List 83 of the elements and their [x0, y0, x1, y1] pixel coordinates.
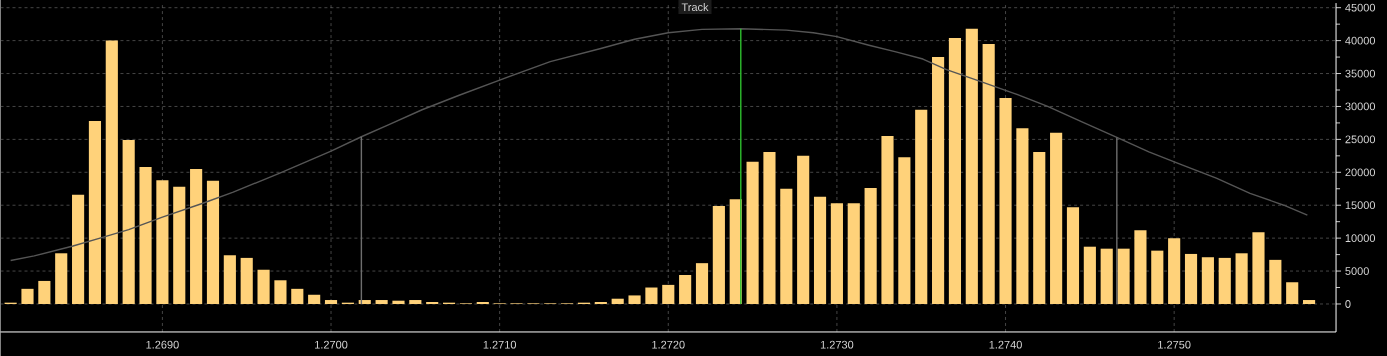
- bar: [915, 109, 928, 304]
- bar: [1252, 232, 1265, 304]
- y-tick-label: 0: [1345, 300, 1351, 308]
- bar: [797, 155, 810, 304]
- bar: [105, 40, 118, 304]
- x-tick-label: 1.2710: [483, 340, 517, 349]
- bar: [965, 28, 978, 304]
- bar: [1033, 151, 1046, 304]
- annotation: Track: [681, 3, 709, 12]
- bar: [932, 57, 945, 304]
- bar: [1286, 282, 1299, 304]
- bar: [1302, 300, 1316, 304]
- bar: [1235, 253, 1248, 304]
- bar: [1083, 246, 1096, 304]
- bar: [679, 275, 692, 304]
- bar: [611, 298, 624, 304]
- bar: [999, 97, 1012, 304]
- bar: [813, 196, 827, 304]
- bar: [21, 288, 34, 304]
- x-tick-label: 1.2700: [315, 340, 348, 349]
- bar: [1117, 248, 1130, 304]
- bar: [763, 151, 776, 304]
- bar: [409, 300, 422, 304]
- bar: [122, 140, 135, 304]
- bar: [712, 205, 725, 304]
- bar: [982, 43, 995, 304]
- y-tick-label: 30000: [1345, 102, 1376, 111]
- bar: [695, 263, 709, 304]
- bar: [291, 288, 304, 304]
- bar: [274, 280, 287, 304]
- bar: [1066, 207, 1080, 304]
- y-tick-label: 25000: [1345, 135, 1376, 144]
- bar: [88, 120, 102, 304]
- bar: [139, 167, 152, 304]
- bar: [1269, 259, 1282, 304]
- x-tick-label: 1.2690: [146, 340, 179, 349]
- bar: [1218, 257, 1231, 304]
- x-tick-label: 1.2740: [989, 340, 1022, 349]
- bar: [173, 186, 186, 304]
- bar: [257, 269, 270, 304]
- bar: [645, 287, 658, 304]
- bar: [1134, 230, 1147, 304]
- y-tick-label: 15000: [1345, 201, 1376, 210]
- bar: [780, 188, 793, 304]
- bar: [206, 180, 220, 304]
- y-tick-label: 10000: [1345, 234, 1376, 243]
- bar: [662, 284, 675, 304]
- line-series: [9, 28, 1309, 262]
- bar: [1184, 253, 1198, 304]
- bar: [223, 255, 236, 304]
- bar: [308, 294, 321, 304]
- bar: [746, 161, 759, 304]
- bar: [1201, 257, 1214, 304]
- bar: [156, 180, 169, 304]
- bar: [898, 157, 911, 304]
- bar: [1151, 250, 1164, 304]
- bar: [375, 300, 388, 304]
- bar: [1050, 132, 1063, 304]
- bar: [847, 203, 860, 304]
- y-tick-label: 5000: [1345, 267, 1369, 275]
- bar: [55, 253, 68, 304]
- bar: [948, 37, 962, 304]
- bar: [324, 300, 338, 304]
- bar: [392, 300, 405, 304]
- x-tick-label: 1.2750: [1158, 340, 1191, 349]
- bar: [1168, 238, 1181, 304]
- y-tick-label: 20000: [1345, 168, 1376, 177]
- bar: [1016, 128, 1029, 304]
- bar: [628, 295, 641, 304]
- bar: [72, 194, 85, 304]
- x-tick-label: 1.2720: [652, 340, 685, 349]
- bar: [881, 136, 894, 304]
- bar: [1100, 248, 1113, 304]
- y-tick-label: 35000: [1345, 69, 1376, 78]
- bar: [240, 257, 253, 304]
- y-tick-label: 45000: [1345, 3, 1376, 12]
- bar: [190, 169, 203, 304]
- x-tick-label: 1.2730: [820, 340, 854, 349]
- bar: [38, 280, 51, 304]
- bar: [729, 199, 742, 304]
- y-tick-label: 40000: [1345, 36, 1376, 45]
- bar: [864, 188, 877, 304]
- bar: [830, 203, 843, 304]
